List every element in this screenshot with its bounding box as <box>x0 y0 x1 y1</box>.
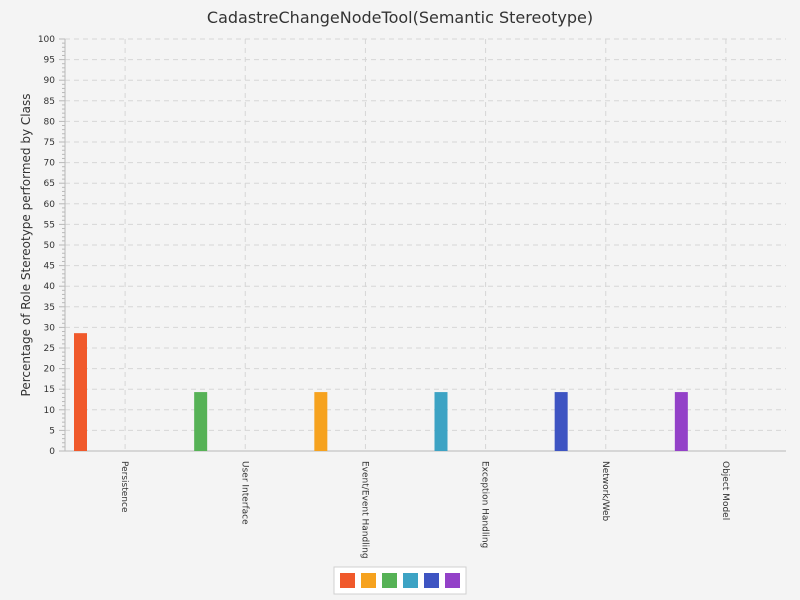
y-tick-label: 90 <box>44 76 56 86</box>
y-tick-label: 50 <box>44 241 56 251</box>
y-tick-label: 80 <box>44 117 56 127</box>
bar-user-interface <box>194 392 208 451</box>
grid <box>65 38 786 451</box>
y-tick-label: 95 <box>44 56 55 66</box>
legend-swatch <box>340 573 355 588</box>
bar-persistence <box>74 333 87 451</box>
y-tick-label: 70 <box>44 159 56 169</box>
y-tick-label: 5 <box>49 426 55 436</box>
x-tick-labels: Persistence User Interface Event/Event Han… <box>119 461 730 559</box>
bar-exception-handling <box>434 392 448 451</box>
y-tick-label: 25 <box>44 344 55 354</box>
x-tick-label: Network/Web <box>600 461 610 522</box>
bars <box>74 333 688 451</box>
chart-title: CadastreChangeNodeTool(Semantic Stereoty… <box>207 8 593 27</box>
y-tick-label: 40 <box>44 282 56 292</box>
axes: 0 5 10 15 20 25 30 35 40 45 50 55 60 65 70 75 80 85 90 95 10… <box>38 35 786 457</box>
legend-swatch <box>445 573 460 588</box>
bar-object-model <box>674 392 688 451</box>
y-tick-label: 60 <box>44 200 56 210</box>
x-tick-label: Persistence <box>119 461 129 513</box>
x-tick-label: Object Model <box>720 461 730 520</box>
legend-frame <box>333 566 467 595</box>
y-tick-label: 35 <box>44 303 55 313</box>
legend-swatch <box>361 573 376 588</box>
legend-swatch <box>382 573 397 588</box>
y-tick-label: 15 <box>44 385 55 395</box>
y-axis-label: Percentage of Role Stereotype performed … <box>19 94 33 397</box>
y-tick-label: 85 <box>44 97 55 107</box>
x-tick-label: Event/Event Handling <box>359 461 369 559</box>
x-tick-label: User Interface <box>239 461 249 525</box>
x-tick-label: Exception Handling <box>480 461 490 548</box>
legend-swatch <box>403 573 418 588</box>
legend-swatch <box>424 573 439 588</box>
bar-event-event-handling <box>314 392 328 451</box>
y-tick-label: 30 <box>44 323 56 333</box>
y-tick-label: 20 <box>44 365 56 375</box>
y-tick-label: 0 <box>49 447 55 457</box>
y-tick-label: 55 <box>44 220 55 230</box>
y-tick-label: 45 <box>44 262 55 272</box>
y-tick-label: 65 <box>44 179 55 189</box>
y-tick-label: 100 <box>38 35 55 45</box>
bar-network-web <box>554 392 568 451</box>
y-tick-label: 10 <box>44 406 56 416</box>
legend <box>333 566 467 595</box>
y-tick-label: 75 <box>44 138 55 148</box>
